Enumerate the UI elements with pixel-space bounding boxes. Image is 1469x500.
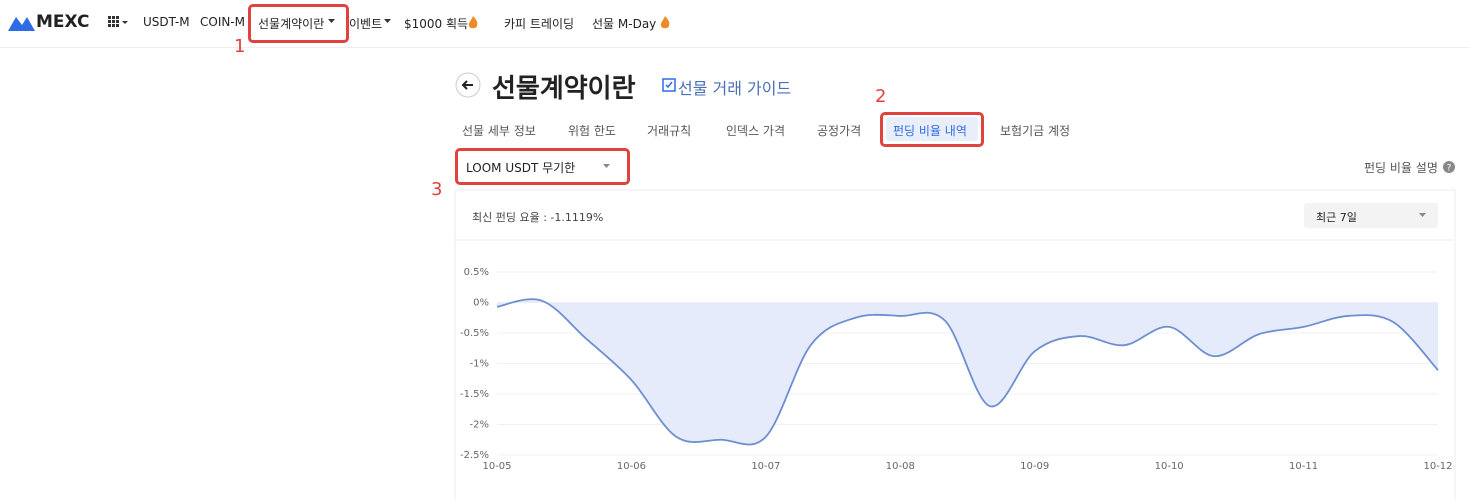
- annotation: 1: [234, 36, 246, 57]
- x-tick-label: 10-12: [1423, 461, 1452, 472]
- nav-item[interactable]: $1000 획득: [404, 17, 469, 31]
- nav-item[interactable]: USDT-M: [143, 15, 190, 29]
- guide-link[interactable]: 선물 거래 가이드: [678, 79, 792, 98]
- tab[interactable]: 보험기금 계정: [1000, 124, 1071, 138]
- tab[interactable]: 거래규칙: [647, 124, 692, 138]
- tab[interactable]: 공정가격: [817, 124, 862, 138]
- back-button[interactable]: [455, 72, 481, 98]
- highlight-box: [880, 112, 984, 147]
- x-tick-label: 10-09: [1020, 461, 1049, 472]
- help-icon[interactable]: ?: [1443, 161, 1455, 173]
- help-link[interactable]: 펀딩 비율 설명: [1364, 161, 1438, 175]
- tab[interactable]: 위험 한도: [568, 124, 616, 138]
- line: [496, 298, 1439, 446]
- period-select[interactable]: [1304, 203, 1438, 228]
- y-tick-label: 0%: [473, 298, 489, 309]
- x-tick-label: 10-10: [1155, 461, 1184, 472]
- x-tick-label: 10-05: [482, 461, 511, 472]
- caret: [1419, 213, 1426, 217]
- highlight-box: [455, 148, 630, 185]
- fire-icon: [660, 16, 670, 29]
- svg-text:?: ?: [1447, 164, 1452, 174]
- y-tick-label: -2%: [470, 420, 489, 431]
- nav-item[interactable]: 카피 트레이딩: [504, 17, 575, 31]
- caret: [328, 19, 335, 23]
- caret: [603, 164, 610, 168]
- x-tick-label: 10-07: [751, 461, 780, 472]
- contract-selector[interactable]: LOOM USDT 무기한: [466, 161, 576, 175]
- y-tick-label: -0.5%: [460, 328, 489, 339]
- annotation: 2: [875, 86, 887, 107]
- period-label[interactable]: 최근 7일: [1316, 211, 1357, 224]
- caret: [384, 19, 391, 23]
- grid-menu[interactable]: [108, 16, 130, 30]
- active-tab-bg: [886, 117, 978, 141]
- tab[interactable]: 펀딩 비율 내역: [893, 124, 967, 138]
- nav-item[interactable]: COIN-M: [200, 15, 246, 29]
- nav-item[interactable]: 이벤트: [349, 17, 383, 31]
- y-tick-label: 0.5%: [464, 267, 489, 278]
- y-tick-label: -1.5%: [460, 389, 489, 400]
- nav-border: [0, 47, 1469, 48]
- logo-icon: [8, 17, 35, 31]
- latest-rate: 최신 펀딩 요율 : -1.1119%: [472, 211, 604, 224]
- fire-icon: [468, 16, 478, 29]
- tab[interactable]: 선물 세부 정보: [462, 124, 536, 138]
- nav-item[interactable]: 선물 M-Day: [592, 17, 657, 31]
- tab[interactable]: 인덱스 가격: [726, 124, 786, 138]
- guide-icon: [662, 78, 676, 92]
- highlight-box: [248, 4, 349, 43]
- y-tick-label: -2.5%: [460, 450, 489, 461]
- logo[interactable]: MEXC: [36, 12, 90, 32]
- annotation: 3: [431, 179, 443, 200]
- x-tick-label: 10-11: [1289, 461, 1318, 472]
- nav-item[interactable]: 선물계약이란: [258, 17, 325, 31]
- page-title: 선물계약이란: [492, 74, 636, 104]
- y-tick-label: -1%: [470, 359, 489, 370]
- x-tick-label: 10-06: [617, 461, 646, 472]
- area-fill: [497, 299, 1438, 445]
- x-tick-label: 10-08: [886, 461, 915, 472]
